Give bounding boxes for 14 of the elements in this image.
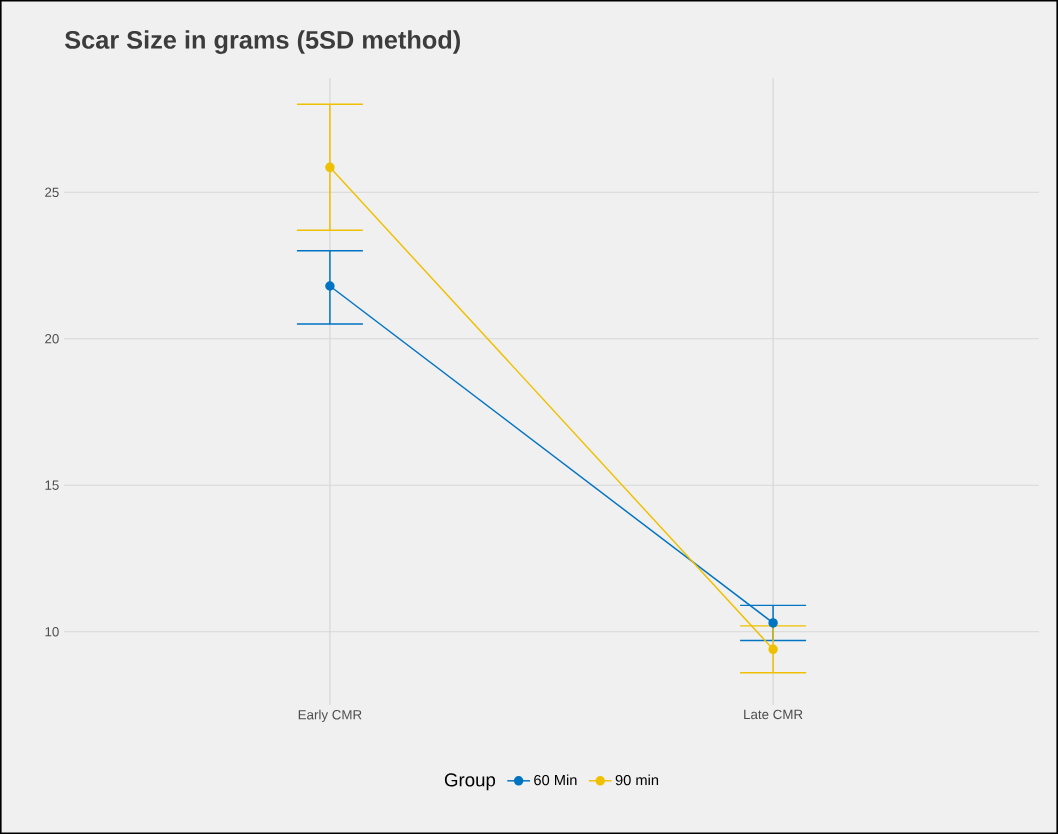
x-tick-label: Late CMR [744,709,803,720]
point [325,281,335,291]
y-tick-label: 25 [45,187,59,197]
y-tick-label: 10 [45,627,59,637]
point [768,618,778,628]
y-tick-label: 20 [45,334,59,344]
x-tick-label: Early CMR [298,709,362,723]
chart-title: Scar Size in grams (5SD method) [65,30,460,54]
point [325,162,335,173]
legend-label: 60 Min [534,774,577,786]
point [768,644,778,655]
y-tick-label: 15 [45,480,59,490]
legend-label: 90 min [615,774,659,786]
legend-title: Group [444,773,496,791]
